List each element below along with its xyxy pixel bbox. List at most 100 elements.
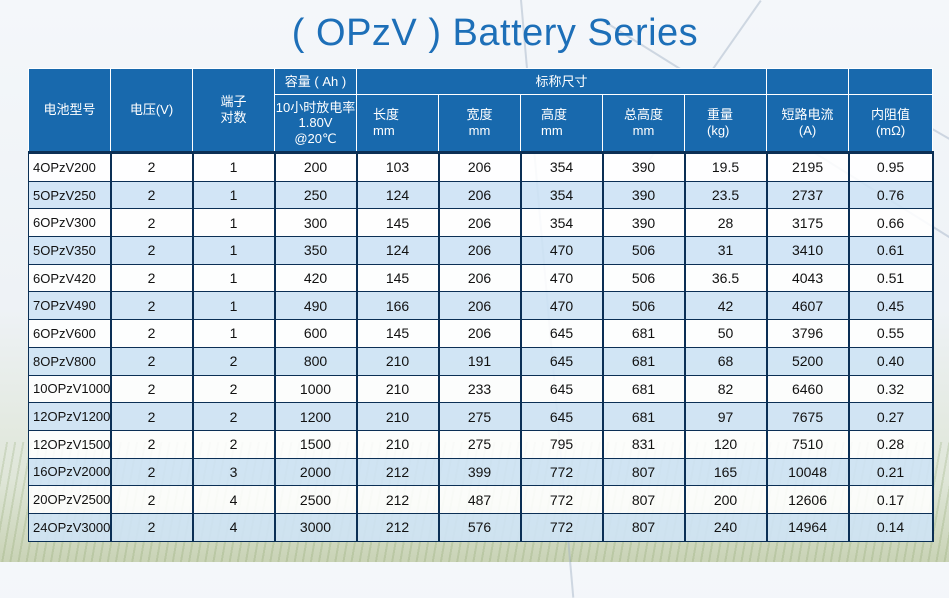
cell-capacity: 800 xyxy=(274,346,358,376)
cell-capacity: 490 xyxy=(274,291,358,321)
cell-width: 206 xyxy=(438,236,522,265)
cell-resistance: 0.40 xyxy=(848,346,934,376)
header-capacity-sub: 10小时放电率 1.80V @20℃ xyxy=(274,94,357,154)
cell-width: 233 xyxy=(438,374,522,404)
cell-short-circuit: 12606 xyxy=(766,485,850,514)
cell-length: 212 xyxy=(356,457,440,487)
cell-width: 275 xyxy=(438,429,522,459)
header-weight: 重量 (kg) xyxy=(683,94,768,154)
cell-length: 124 xyxy=(356,236,440,265)
header-resistance: 内阻值 (mΩ) xyxy=(848,94,934,154)
cell-resistance: 0.32 xyxy=(848,374,934,404)
cell-terminals: 1 xyxy=(192,319,276,348)
cell-total-height: 807 xyxy=(602,512,686,542)
cell-total-height: 390 xyxy=(602,208,686,238)
cell-capacity: 1500 xyxy=(274,429,358,459)
cell-length: 145 xyxy=(356,208,440,238)
header-dimension-group: 标称尺寸 xyxy=(355,68,768,95)
cell-height: 795 xyxy=(520,429,604,459)
cell-length: 145 xyxy=(356,319,440,348)
table-row: 5OPzV250 2 1 250 124 206 354 390 23.5 2737 0.76 xyxy=(28,180,934,210)
cell-length: 103 xyxy=(356,152,440,182)
cell-total-height: 807 xyxy=(602,485,686,514)
cell-weight: 200 xyxy=(683,485,768,514)
table-row: 8OPzV800 2 2 800 210 191 645 681 68 5200 0.40 xyxy=(28,346,934,376)
table-row: 4OPzV200 2 1 200 103 206 354 390 19.5 2195 0.95 xyxy=(28,152,934,182)
cell-short-circuit: 3175 xyxy=(766,208,850,238)
cell-height: 354 xyxy=(520,208,604,238)
header-blank-2 xyxy=(848,68,934,95)
cell-terminals: 1 xyxy=(192,236,276,265)
cell-resistance: 0.28 xyxy=(848,429,934,459)
cell-model: 6OPzV300 xyxy=(28,208,112,238)
table-row: 5OPzV350 2 1 350 124 206 470 506 31 3410 0.61 xyxy=(28,236,934,265)
cell-capacity: 420 xyxy=(274,263,358,293)
cell-weight: 97 xyxy=(683,402,768,431)
cell-terminals: 2 xyxy=(192,374,276,404)
cell-short-circuit: 4043 xyxy=(766,263,850,293)
cell-short-circuit: 10048 xyxy=(766,457,850,487)
cell-short-circuit: 7510 xyxy=(766,429,850,459)
cell-width: 206 xyxy=(438,208,522,238)
cell-model: 12OPzV1500 xyxy=(28,429,112,459)
header-short-circuit: 短路电流 (A) xyxy=(766,94,850,154)
cell-width: 206 xyxy=(438,263,522,293)
cell-capacity: 1000 xyxy=(274,374,358,404)
header-terminals: 端子 对数 xyxy=(192,68,275,154)
cell-short-circuit: 14964 xyxy=(766,512,850,542)
cell-total-height: 390 xyxy=(602,180,686,210)
cell-height: 470 xyxy=(520,236,604,265)
cell-resistance: 0.66 xyxy=(848,208,934,238)
cell-total-height: 681 xyxy=(602,374,686,404)
table-row: 16OPzV2000 2 3 2000 212 399 772 807 165 10048 0.21 xyxy=(28,457,934,487)
cell-length: 145 xyxy=(356,263,440,293)
cell-length: 210 xyxy=(356,429,440,459)
cell-weight: 19.5 xyxy=(683,152,768,182)
cell-total-height: 506 xyxy=(602,291,686,321)
cell-width: 206 xyxy=(438,180,522,210)
cell-weight: 36.5 xyxy=(683,263,768,293)
cell-voltage: 2 xyxy=(110,346,194,376)
cell-width: 206 xyxy=(438,319,522,348)
cell-total-height: 807 xyxy=(602,457,686,487)
cell-terminals: 1 xyxy=(192,291,276,321)
cell-voltage: 2 xyxy=(110,180,194,210)
cell-short-circuit: 5200 xyxy=(766,346,850,376)
cell-width: 576 xyxy=(438,512,522,542)
cell-model: 24OPzV3000 xyxy=(28,512,112,542)
cell-width: 275 xyxy=(438,402,522,431)
cell-weight: 120 xyxy=(683,429,768,459)
cell-voltage: 2 xyxy=(110,402,194,431)
cell-model: 5OPzV350 xyxy=(28,236,112,265)
cell-width: 191 xyxy=(438,346,522,376)
header-height: 高度 mm xyxy=(520,94,603,154)
battery-spec-table: 电池型号 电压(V) 端子 对数 容量 ( Ah ) 标称尺寸 10小时放电率 … xyxy=(28,68,934,542)
cell-length: 210 xyxy=(356,346,440,376)
cell-voltage: 2 xyxy=(110,457,194,487)
cell-model: 4OPzV200 xyxy=(28,152,112,182)
cell-height: 645 xyxy=(520,346,604,376)
cell-resistance: 0.14 xyxy=(848,512,934,542)
cell-terminals: 2 xyxy=(192,402,276,431)
cell-short-circuit: 6460 xyxy=(766,374,850,404)
cell-length: 210 xyxy=(356,374,440,404)
cell-model: 5OPzV250 xyxy=(28,180,112,210)
cell-terminals: 1 xyxy=(192,180,276,210)
cell-voltage: 2 xyxy=(110,291,194,321)
table-row: 10OPzV1000 2 2 1000 210 233 645 681 82 6460 0.32 xyxy=(28,374,934,404)
cell-total-height: 831 xyxy=(602,429,686,459)
cell-height: 470 xyxy=(520,263,604,293)
page-title: ( OPzV ) Battery Series xyxy=(291,12,699,54)
cell-terminals: 1 xyxy=(192,152,276,182)
cell-length: 210 xyxy=(356,402,440,431)
cell-terminals: 1 xyxy=(192,208,276,238)
cell-terminals: 2 xyxy=(192,346,276,376)
cell-resistance: 0.95 xyxy=(848,152,934,182)
cell-width: 487 xyxy=(438,485,522,514)
cell-total-height: 681 xyxy=(602,402,686,431)
cell-short-circuit: 2737 xyxy=(766,180,850,210)
header-total-height: 总高度 mm xyxy=(602,94,685,154)
cell-terminals: 2 xyxy=(192,429,276,459)
header-length: 长度 mm xyxy=(356,94,439,154)
table-row: 24OPzV3000 2 4 3000 212 576 772 807 240 14964 0.14 xyxy=(28,512,934,542)
